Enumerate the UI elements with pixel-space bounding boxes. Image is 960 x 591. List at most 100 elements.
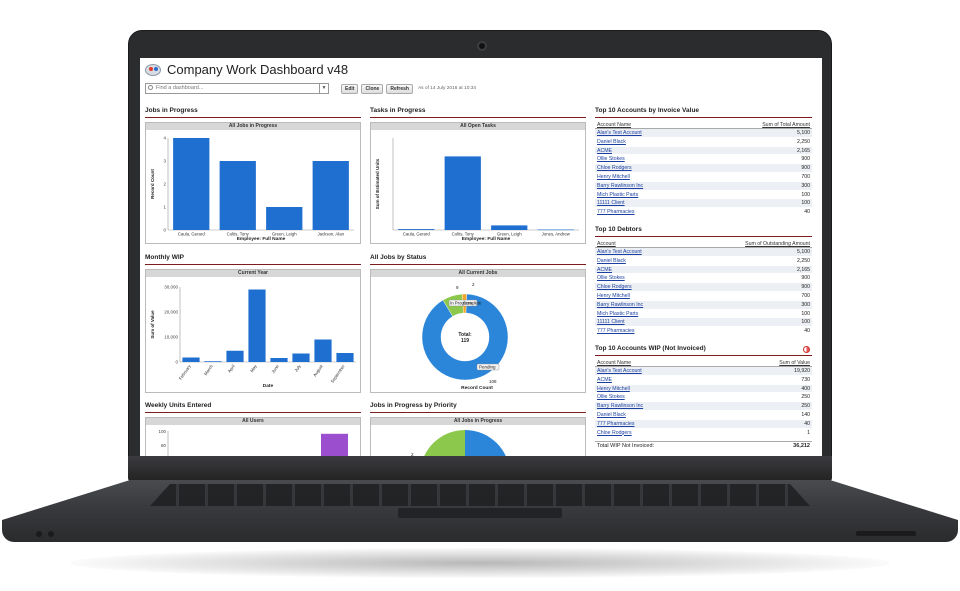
account-link[interactable]: Ollie Stokes	[597, 156, 625, 163]
col-account[interactable]: Account Name	[597, 360, 632, 366]
account-link[interactable]: 777 Pharmacies	[597, 209, 635, 216]
bar	[491, 225, 528, 230]
bar	[321, 433, 348, 456]
account-link[interactable]: Barry Rawlinson Inc	[597, 301, 644, 308]
account-link[interactable]: Barry Rawlinson Inc	[597, 182, 644, 189]
col-amount[interactable]: Sum of Value	[779, 360, 810, 366]
x-tick-label: Caula, Gerard	[178, 232, 206, 237]
account-link[interactable]: Alan's Test Account	[597, 368, 642, 374]
table-row: Alan's Test Account 5,100	[595, 248, 812, 257]
table-row: Alan's Test Account 19,920	[595, 367, 812, 376]
account-link[interactable]: ACME	[597, 147, 612, 154]
amount-value: 250	[801, 403, 810, 410]
panel-top-debtors: Top 10 Debtors	[595, 226, 812, 237]
account-link[interactable]: ACME	[597, 266, 612, 273]
panel-title: Monthly WIP	[145, 254, 361, 265]
x-axis-label: Date	[263, 383, 274, 389]
account-link[interactable]: Chloe Rodgers	[597, 284, 632, 291]
panel-jobs-by-status: All Jobs by Status	[370, 254, 586, 265]
panel-top-accounts: Top 10 Accounts by Invoice Value	[595, 107, 812, 118]
account-link[interactable]: Alan's Test Account	[597, 249, 642, 255]
account-link[interactable]: 777 Pharmacies	[597, 328, 635, 335]
slice-value-label: 9	[456, 285, 459, 290]
panel-top-wip: Top 10 Accounts WIP (Not Invoiced)	[595, 345, 812, 356]
x-tick-label: Caula, Gerard	[403, 232, 431, 237]
account-link[interactable]: Daniel Black	[597, 411, 626, 418]
panel-weekly-units: Weekly Units Entered	[145, 402, 361, 413]
find-dashboard-input[interactable]: Find a dashboard... ▼	[145, 83, 329, 94]
edit-button[interactable]: Edit	[341, 83, 359, 94]
amount-value: 19,920	[794, 368, 810, 374]
account-link[interactable]: Henry Mitchell	[597, 385, 630, 392]
account-link[interactable]: ACME	[597, 376, 612, 383]
table-total: Total WIP Not Invoiced: 36,212	[595, 441, 812, 450]
chart-tasks-in-progress[interactable]: All Open Tasks Caula, Gerard Coltis, Tony…	[370, 122, 586, 244]
bar	[336, 353, 354, 362]
col-amount[interactable]: Sum of Outstanding Amount	[745, 241, 810, 247]
account-link[interactable]: Ollie Stokes	[597, 394, 625, 401]
account-link[interactable]: Daniel Black	[597, 257, 626, 264]
account-link[interactable]: Mich Plastic Parts	[597, 310, 639, 317]
chart-jobs-by-priority[interactable]: All Jobs in Progress 2	[370, 417, 586, 456]
page-title: Company Work Dashboard v48	[167, 62, 349, 77]
app-logo-icon	[145, 63, 161, 76]
y-tick-label: 4	[163, 136, 166, 141]
bar-chart-jobs: 0 1 2 3 4 Caula, Gerard Coltis, Tony Green, Lei…	[150, 136, 354, 242]
table-top-accounts: Account Name Sum of Total Amount Alan's …	[595, 121, 812, 217]
panel-title: Top 10 Accounts by Invoice Value	[595, 107, 812, 118]
table-row: Ollie Stokes 900	[595, 274, 812, 284]
col-amount[interactable]: Sum of Total Amount	[762, 122, 810, 128]
table-row: Alan's Test Account 5,100	[595, 129, 812, 138]
bar-chart-tasks: Caula, Gerard Coltis, Tony Green, Leigh Jon…	[375, 138, 579, 242]
clone-button[interactable]: Clone	[361, 83, 384, 94]
table-row: Daniel Black 2,250	[595, 257, 812, 266]
account-link[interactable]: Henry Mitchell	[597, 173, 630, 180]
bar	[398, 229, 435, 230]
pie-chart-priority: 2	[411, 430, 506, 456]
chart-jobs-in-progress[interactable]: All Jobs in Progress 0 1 2 3 4 Caula, Gerard C…	[145, 122, 361, 244]
table-body: Alan's Test Account 5,100 Daniel Black 2,25…	[595, 129, 812, 217]
dashboard-header: Company Work Dashboard v48	[145, 62, 348, 77]
table-row: ACME 2,165	[595, 146, 812, 156]
account-link[interactable]: 11111 Client	[597, 319, 625, 326]
chart-weekly-units[interactable]: All Users 100 80	[145, 417, 361, 456]
x-tick-label: Coltis, Tony	[227, 232, 250, 237]
amount-value: 1	[807, 429, 810, 436]
account-link[interactable]: Mich Plastic Parts	[597, 191, 639, 198]
chart-header: All Open Tasks	[371, 123, 585, 130]
slice-label: In Progress	[450, 301, 472, 306]
y-axis-label: Sum of Estimated Units	[375, 158, 380, 209]
amount-value: 5,100	[797, 130, 810, 136]
port-icon	[36, 531, 42, 537]
table-row: 11111 Client 100	[595, 318, 812, 328]
col-account[interactable]: Account Name	[597, 122, 632, 128]
refresh-button[interactable]: Refresh	[386, 83, 413, 94]
account-link[interactable]: Chloe Rodgers	[597, 165, 632, 172]
col-account[interactable]: Account	[597, 241, 616, 247]
y-axis-label: Sum of Value	[150, 310, 155, 339]
account-link[interactable]: 11111 Client	[597, 200, 625, 207]
chart-jobs-by-status[interactable]: All Current Jobs Total: 119 In Progress Com…	[370, 269, 586, 393]
amount-value: 900	[801, 284, 810, 291]
panel-title: Jobs in Progress by Priority	[370, 402, 586, 413]
x-tick-label: Coltis, Tony	[452, 232, 475, 237]
account-link[interactable]: Alan's Test Account	[597, 130, 642, 136]
x-tick-label: Green, Leigh	[272, 232, 297, 237]
bar	[314, 339, 332, 362]
account-link[interactable]: Ollie Stokes	[597, 275, 625, 282]
x-tick-label: March	[203, 363, 214, 376]
account-link[interactable]: Daniel Black	[597, 138, 626, 145]
account-link[interactable]: Chloe Rodgers	[597, 429, 632, 436]
amount-value: 140	[801, 411, 810, 418]
amount-value: 40	[804, 328, 810, 335]
account-link[interactable]: 777 Pharmacies	[597, 420, 635, 427]
amount-value: 300	[801, 182, 810, 189]
account-link[interactable]: Barry Rawlinson Inc	[597, 403, 644, 410]
slice-label: Pending	[479, 365, 496, 370]
account-link[interactable]: Henry Mitchell	[597, 292, 630, 299]
amount-value: 730	[801, 376, 810, 383]
chart-monthly-wip[interactable]: Current Year 0 10,000 20,000 30,000 February…	[145, 269, 361, 393]
table-body: Alan's Test Account 19,920 ACME 730 Henry Mi…	[595, 367, 812, 438]
y-tick-label: 0	[163, 228, 166, 233]
chevron-down-icon[interactable]: ▼	[319, 84, 328, 93]
